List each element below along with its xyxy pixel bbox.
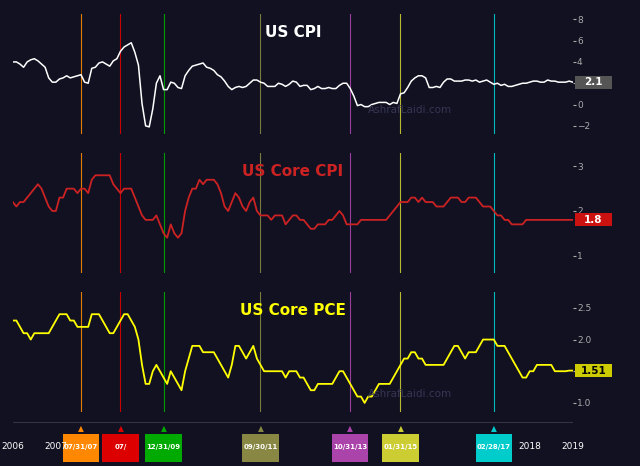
Text: ▲: ▲ xyxy=(161,425,166,433)
Text: US CPI: US CPI xyxy=(264,25,321,40)
Text: 01/31/15: 01/31/15 xyxy=(383,444,417,450)
Text: AshrafLaidi.com: AshrafLaidi.com xyxy=(369,390,452,399)
Text: 1.8: 1.8 xyxy=(584,215,602,225)
Text: 1.51: 1.51 xyxy=(580,366,606,376)
Text: 2019: 2019 xyxy=(561,442,584,451)
Text: ▲: ▲ xyxy=(397,425,403,433)
FancyBboxPatch shape xyxy=(63,434,99,461)
Text: ▲: ▲ xyxy=(78,425,84,433)
Text: 07/: 07/ xyxy=(115,444,127,450)
FancyBboxPatch shape xyxy=(145,434,182,461)
Text: 07/31/07: 07/31/07 xyxy=(64,444,98,450)
Text: 09/30/11: 09/30/11 xyxy=(243,444,278,450)
Text: 2006: 2006 xyxy=(1,442,24,451)
FancyBboxPatch shape xyxy=(243,434,278,461)
Text: US Core PCE: US Core PCE xyxy=(240,303,346,318)
Text: 2018: 2018 xyxy=(518,442,541,451)
FancyBboxPatch shape xyxy=(332,434,369,461)
Text: ▲: ▲ xyxy=(118,425,124,433)
FancyBboxPatch shape xyxy=(476,434,512,461)
Text: 2007: 2007 xyxy=(44,442,67,451)
FancyBboxPatch shape xyxy=(382,434,419,461)
Text: 12/31/09: 12/31/09 xyxy=(147,444,180,450)
Text: 10/31/13: 10/31/13 xyxy=(333,444,367,450)
Text: ▲: ▲ xyxy=(257,425,264,433)
FancyBboxPatch shape xyxy=(102,434,139,461)
Text: US Core CPI: US Core CPI xyxy=(242,164,344,179)
Text: AshrafLaidi.com: AshrafLaidi.com xyxy=(369,105,452,115)
Text: 02/28/17: 02/28/17 xyxy=(477,444,511,450)
Text: 2.1: 2.1 xyxy=(584,77,602,87)
Text: ▲: ▲ xyxy=(348,425,353,433)
Text: ▲: ▲ xyxy=(491,425,497,433)
